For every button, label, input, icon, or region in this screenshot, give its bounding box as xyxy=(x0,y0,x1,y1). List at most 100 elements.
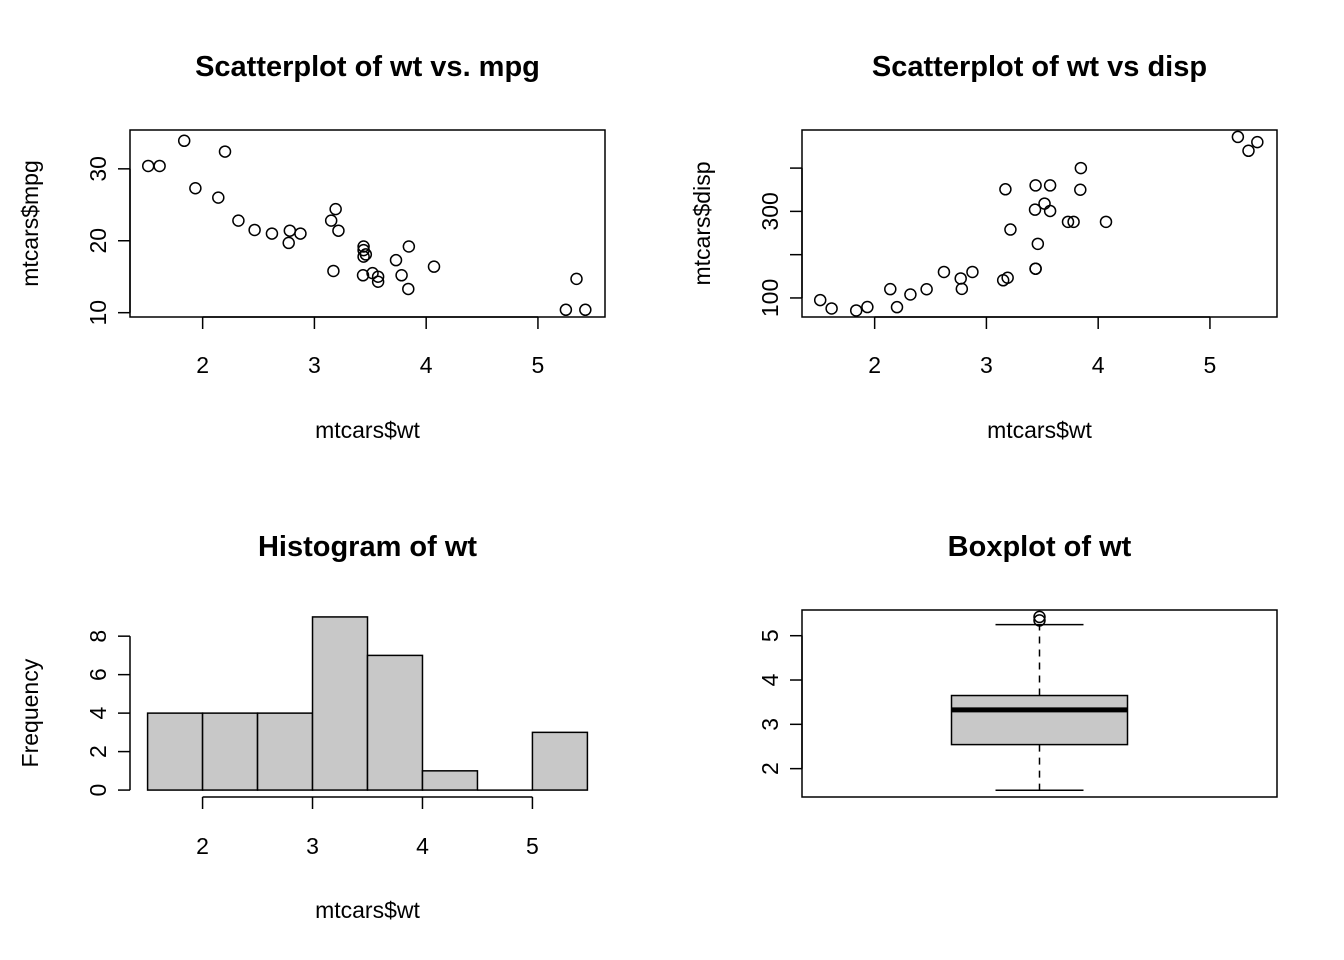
y-tick-label: 8 xyxy=(85,630,111,643)
data-point xyxy=(153,159,166,173)
data-point xyxy=(904,288,917,301)
data-point xyxy=(1043,179,1057,192)
y-tick-label: 0 xyxy=(85,784,111,797)
data-point xyxy=(282,236,295,250)
x-tick-label: 5 xyxy=(532,352,545,378)
data-point xyxy=(1074,161,1088,175)
x-axis-label: mtcars$wt xyxy=(315,897,420,923)
data-point xyxy=(559,303,573,317)
data-point xyxy=(232,214,245,227)
y-tick-label: 6 xyxy=(85,668,111,681)
x-tick-label: 2 xyxy=(196,833,209,859)
y-tick-label: 300 xyxy=(757,192,783,230)
histogram-bar xyxy=(311,616,369,791)
plot-frame xyxy=(801,129,1278,318)
data-point xyxy=(1004,223,1017,236)
data-point xyxy=(1029,179,1042,192)
x-tick-label: 3 xyxy=(980,352,993,378)
data-point xyxy=(329,202,342,216)
y-axis-label: mtcars$disp xyxy=(689,162,715,286)
data-point xyxy=(884,282,897,296)
data-point xyxy=(1067,215,1080,229)
y-tick-label: 10 xyxy=(85,300,111,326)
data-point xyxy=(1251,135,1264,149)
data-point xyxy=(1043,204,1057,218)
data-point xyxy=(825,302,838,315)
data-point xyxy=(327,264,340,278)
histogram-bar xyxy=(256,712,314,791)
data-point xyxy=(248,223,261,237)
y-tick-label: 5 xyxy=(757,629,783,642)
x-tick-label: 2 xyxy=(868,352,881,378)
x-tick-label: 4 xyxy=(420,352,433,378)
data-point xyxy=(427,260,441,273)
data-point xyxy=(402,240,416,253)
chart-panel-1: Scatterplot of wt vs. mpg 2 3 4 5 10 20 30 mtcar… xyxy=(17,51,606,443)
data-point xyxy=(324,214,338,227)
histogram-bar xyxy=(531,731,589,791)
chart-panel-4: Boxplot of wt 2 3 4 5 xyxy=(757,531,1278,798)
histogram-bar xyxy=(366,654,424,791)
y-tick-label: 30 xyxy=(85,156,111,182)
chart-title: Histogram of wt xyxy=(258,531,477,563)
chart-title: Scatterplot of wt vs disp xyxy=(872,51,1207,83)
data-point xyxy=(371,275,385,289)
data-point xyxy=(265,227,279,240)
chart-title: Scatterplot of wt vs. mpg xyxy=(195,51,540,83)
x-tick-label: 4 xyxy=(416,833,429,859)
x-tick-label: 2 xyxy=(196,352,209,378)
data-point xyxy=(395,269,408,282)
outlier-point xyxy=(1033,614,1046,627)
data-point xyxy=(294,227,307,240)
data-point xyxy=(966,265,979,279)
data-point xyxy=(1028,203,1042,216)
y-tick-label: 3 xyxy=(757,718,783,731)
data-point xyxy=(283,224,297,237)
data-point xyxy=(999,183,1012,196)
data-point xyxy=(955,282,969,296)
data-point xyxy=(1231,130,1245,144)
data-point xyxy=(1031,237,1045,251)
data-point xyxy=(570,272,583,286)
data-point xyxy=(1029,262,1042,275)
chart-title: Boxplot of wt xyxy=(948,531,1132,563)
x-tick-label: 4 xyxy=(1092,352,1105,378)
histogram-bar xyxy=(421,770,479,791)
data-point xyxy=(141,159,155,173)
data-point xyxy=(359,248,373,261)
histogram-bar xyxy=(201,712,259,791)
data-point xyxy=(920,283,933,296)
x-tick-label: 3 xyxy=(308,352,321,378)
data-point xyxy=(996,274,1010,287)
data-point xyxy=(1074,183,1087,196)
x-axis-label: mtcars$wt xyxy=(315,417,420,443)
data-point xyxy=(218,145,232,158)
data-point xyxy=(1242,144,1255,158)
x-tick-label: 3 xyxy=(306,833,319,859)
data-point xyxy=(937,265,951,279)
chart-panel-2: Scatterplot of wt vs disp 2 3 4 5 100 300 mtcar… xyxy=(689,51,1278,443)
data-point xyxy=(813,293,827,307)
y-tick-label: 20 xyxy=(85,228,111,254)
outlier-point xyxy=(1033,610,1046,624)
data-point xyxy=(357,240,370,253)
x-tick-label: 5 xyxy=(1204,352,1217,378)
y-tick-label: 2 xyxy=(85,745,111,758)
y-axis-label: Frequency xyxy=(17,658,43,767)
y-tick-label: 2 xyxy=(757,762,783,775)
data-point xyxy=(212,191,225,204)
data-point xyxy=(371,270,385,283)
data-point xyxy=(861,300,874,314)
data-point xyxy=(189,182,202,195)
y-tick-label: 4 xyxy=(757,673,783,686)
data-point xyxy=(1099,215,1113,229)
data-point xyxy=(890,300,904,314)
x-axis-label: mtcars$wt xyxy=(987,417,1092,443)
data-point xyxy=(1061,215,1075,229)
data-point xyxy=(389,253,403,267)
data-point xyxy=(402,282,415,296)
chart-panel-3: Histogram of wt 2 3 4 5 0 2 4 6 8 mtcars$wt Frequen… xyxy=(17,531,589,923)
y-axis-label: mtcars$mpg xyxy=(17,160,43,287)
data-point xyxy=(579,303,592,317)
